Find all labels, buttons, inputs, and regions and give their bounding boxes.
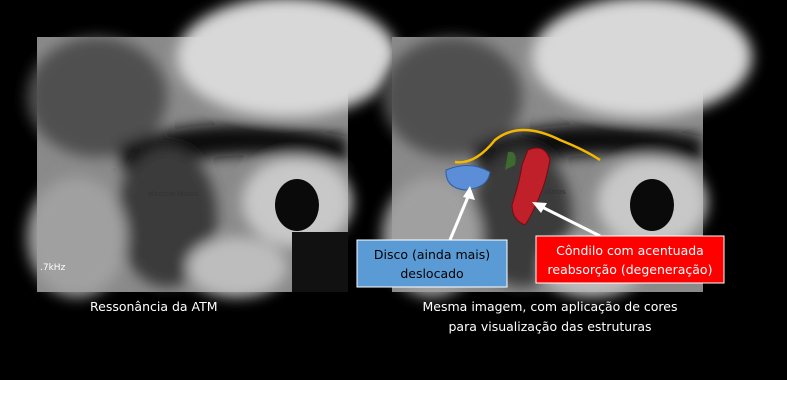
condyle-label: Côndilo com acentuada xyxy=(556,243,704,258)
scan-label: .7kHz xyxy=(40,263,66,273)
disc xyxy=(445,165,491,191)
caption: para visualização das estruturas xyxy=(448,319,651,334)
condyle-label-box xyxy=(535,235,725,284)
disc-label-box xyxy=(356,239,508,288)
outline xyxy=(454,128,601,164)
disc-label: Disco (ainda mais) xyxy=(374,247,490,262)
arrowhead xyxy=(463,186,475,200)
caption: Ressonância da ATM xyxy=(90,299,218,314)
mri-left xyxy=(27,0,397,297)
caption: Mesma imagem, com aplicação de cores xyxy=(423,299,678,314)
condyle-label: reabsorção (degeneração) xyxy=(548,262,713,277)
disc-label: deslocado xyxy=(400,266,463,281)
condyle xyxy=(511,147,551,226)
arrowhead xyxy=(532,202,547,213)
tissue xyxy=(505,151,516,170)
watermark: Marcelo Matos xyxy=(148,190,199,198)
arrow xyxy=(448,191,472,241)
arrow xyxy=(537,203,601,238)
